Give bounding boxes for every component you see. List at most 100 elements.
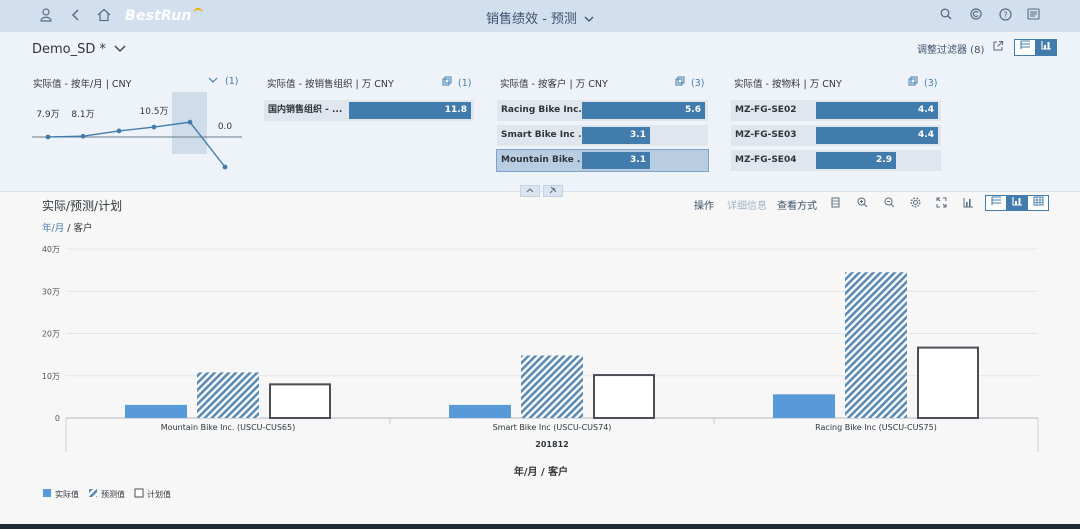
legend-swatch[interactable] <box>43 489 51 497</box>
home-icon[interactable] <box>97 8 111 27</box>
chevron-down-icon <box>208 77 218 83</box>
mini-point-label: 10.5万 <box>139 107 168 117</box>
app-title[interactable]: 销售绩效 - 预测 <box>0 8 1080 27</box>
help-icon[interactable]: ? <box>999 8 1012 26</box>
actions-button[interactable]: 操作 <box>694 201 714 212</box>
legend-swatch[interactable] <box>134 488 144 498</box>
view-by-button[interactable]: 查看方式 <box>777 201 817 212</box>
copilot-icon[interactable] <box>970 8 982 25</box>
chart-type-icon[interactable] <box>963 197 974 211</box>
card-link-by-customer[interactable]: (3) <box>675 76 705 89</box>
bottom-edge <box>0 524 1080 529</box>
x-category-label: Smart Bike Inc (USCU-CUS74) <box>493 423 612 432</box>
back-icon[interactable] <box>71 8 81 27</box>
search-icon[interactable] <box>940 8 952 25</box>
bestrun-logo[interactable]: BestRun <box>125 8 203 24</box>
bar-list-bar: 3.1 <box>582 127 650 144</box>
chart-bar[interactable] <box>197 372 259 418</box>
mini-line-chart[interactable]: 7.9万8.1万9.5万10.5万11.8万0.0 <box>28 92 248 192</box>
drilldown-breadcrumb: 年/月 / 客户 <box>42 223 93 234</box>
legend-swatch[interactable] <box>89 489 97 497</box>
adapt-filters-link[interactable]: 调整过滤器 (8) <box>917 45 985 56</box>
visual-view-toggle[interactable] <box>1035 39 1057 56</box>
chart-bar[interactable] <box>269 383 331 419</box>
person-icon[interactable] <box>40 8 52 27</box>
legend-label[interactable]: 预测值 <box>101 489 125 499</box>
bar-list-bar: 4.4 <box>816 102 938 119</box>
mini-point[interactable] <box>187 119 193 125</box>
legend-label[interactable]: 计划值 <box>147 489 171 499</box>
main-bar-chart[interactable]: 0 10万 20万 30万 40万 Mountain Bike Inc. (USCU-CU… <box>0 232 1080 522</box>
card-title-by-month: 实际值 - 按年/月 | CNY <box>33 79 132 90</box>
mini-point[interactable] <box>116 128 122 134</box>
compact-view-toggle[interactable] <box>1014 39 1036 56</box>
bar-list-bar: 11.8 <box>349 102 471 119</box>
x-axis-title: 年/月 / 客户 <box>514 465 568 478</box>
smart-filter-header: Demo_SD * 调整过滤器 (8) 实际值 - 按年/月 | CNY (1)… <box>0 32 1080 192</box>
details-button[interactable]: 详细信息 <box>727 201 767 212</box>
y-tick-label: 40万 <box>42 245 60 254</box>
breadcrumb-link-year-month[interactable]: 年/月 <box>42 223 65 234</box>
table-view-toggle[interactable] <box>1027 195 1049 211</box>
bar-list-row[interactable]: Mountain Bike ... 3.1 <box>496 149 709 172</box>
bar-list-bar: 2.9 <box>816 152 896 169</box>
chart-bar[interactable] <box>773 394 835 418</box>
legend-label[interactable]: 实际值 <box>55 489 79 499</box>
bar-list-bar: 3.1 <box>582 152 650 169</box>
card-title-by-sales-org: 实际值 - 按销售组织 | 万 CNY <box>267 79 394 90</box>
fullscreen-icon[interactable] <box>936 197 947 211</box>
chart-bar[interactable] <box>125 404 187 418</box>
bar-list-row[interactable]: MZ-FG-SE04 2.9 <box>731 150 941 171</box>
x-category-label: Racing Bike Inc (USCU-CUS75) <box>815 423 937 432</box>
mini-point[interactable] <box>80 133 86 139</box>
notifications-icon[interactable] <box>1027 8 1040 25</box>
y-tick-label: 20万 <box>42 330 60 339</box>
mini-point[interactable] <box>151 124 157 130</box>
mini-line <box>47 121 226 168</box>
mini-point[interactable] <box>45 134 51 140</box>
y-tick-label: 10万 <box>42 372 60 381</box>
bar-list-label: Racing Bike Inc.... <box>497 100 581 121</box>
list-view-toggle[interactable] <box>985 195 1007 211</box>
mini-point[interactable] <box>222 164 228 170</box>
chart-bar[interactable] <box>845 272 907 418</box>
card-title-by-material: 实际值 - 按物料 | 万 CNY <box>734 79 842 90</box>
card-link-by-month[interactable]: (1) <box>208 76 239 87</box>
chart-bar[interactable] <box>917 346 979 419</box>
bar-list-label: Smart Bike Inc ... <box>497 125 581 146</box>
share-icon[interactable] <box>992 40 1004 55</box>
bar-list-row[interactable]: 国内销售组织 - ... 11.8 <box>264 100 474 121</box>
open-external-icon <box>675 76 685 86</box>
card-link-by-material[interactable]: (3) <box>908 76 938 89</box>
open-external-icon <box>908 76 918 86</box>
y-tick-label: 0 <box>55 414 60 423</box>
chart-view-toggle[interactable] <box>1006 195 1028 211</box>
bar-list-row[interactable]: Smart Bike Inc ... 3.1 <box>497 125 708 146</box>
bar-list-label: MZ-FG-SE04 <box>731 150 815 171</box>
variant-selector[interactable]: Demo_SD * <box>32 42 126 57</box>
bar-list-row[interactable]: MZ-FG-SE02 4.4 <box>731 100 941 121</box>
bar-list-row[interactable]: Racing Bike Inc....5.6 <box>497 100 708 121</box>
bar-list-label: MZ-FG-SE03 <box>731 125 815 146</box>
zoom-out-icon[interactable] <box>884 197 895 211</box>
zoom-in-icon[interactable] <box>857 197 868 211</box>
pin-header-button[interactable] <box>543 185 563 197</box>
bar-list-row[interactable]: MZ-FG-SE03 4.4 <box>731 125 941 146</box>
card-link-by-sales-org[interactable]: (1) <box>442 76 472 89</box>
mini-point-label: 9.5万 <box>107 92 130 93</box>
bar-list-bar: 5.6 <box>582 102 705 119</box>
bar-list-bar: 4.4 <box>816 127 938 144</box>
settings-icon[interactable] <box>910 197 921 211</box>
x-category-label: Mountain Bike Inc. (USCU-CUS65) <box>161 423 295 432</box>
x-group-label: 201812 <box>535 440 568 449</box>
svg-text:?: ? <box>1003 11 1007 20</box>
collapse-header-button[interactable] <box>520 185 540 197</box>
chart-bar[interactable] <box>449 404 511 418</box>
table-icon[interactable] <box>831 197 840 211</box>
chart-bar[interactable] <box>521 355 583 418</box>
mini-point-label: 8.1万 <box>71 110 94 120</box>
chart-bar[interactable] <box>593 374 655 419</box>
mini-point-label: 0.0 <box>218 122 233 132</box>
chevron-down-icon <box>584 16 594 22</box>
bar-list-label: 国内销售组织 - ... <box>264 100 348 121</box>
